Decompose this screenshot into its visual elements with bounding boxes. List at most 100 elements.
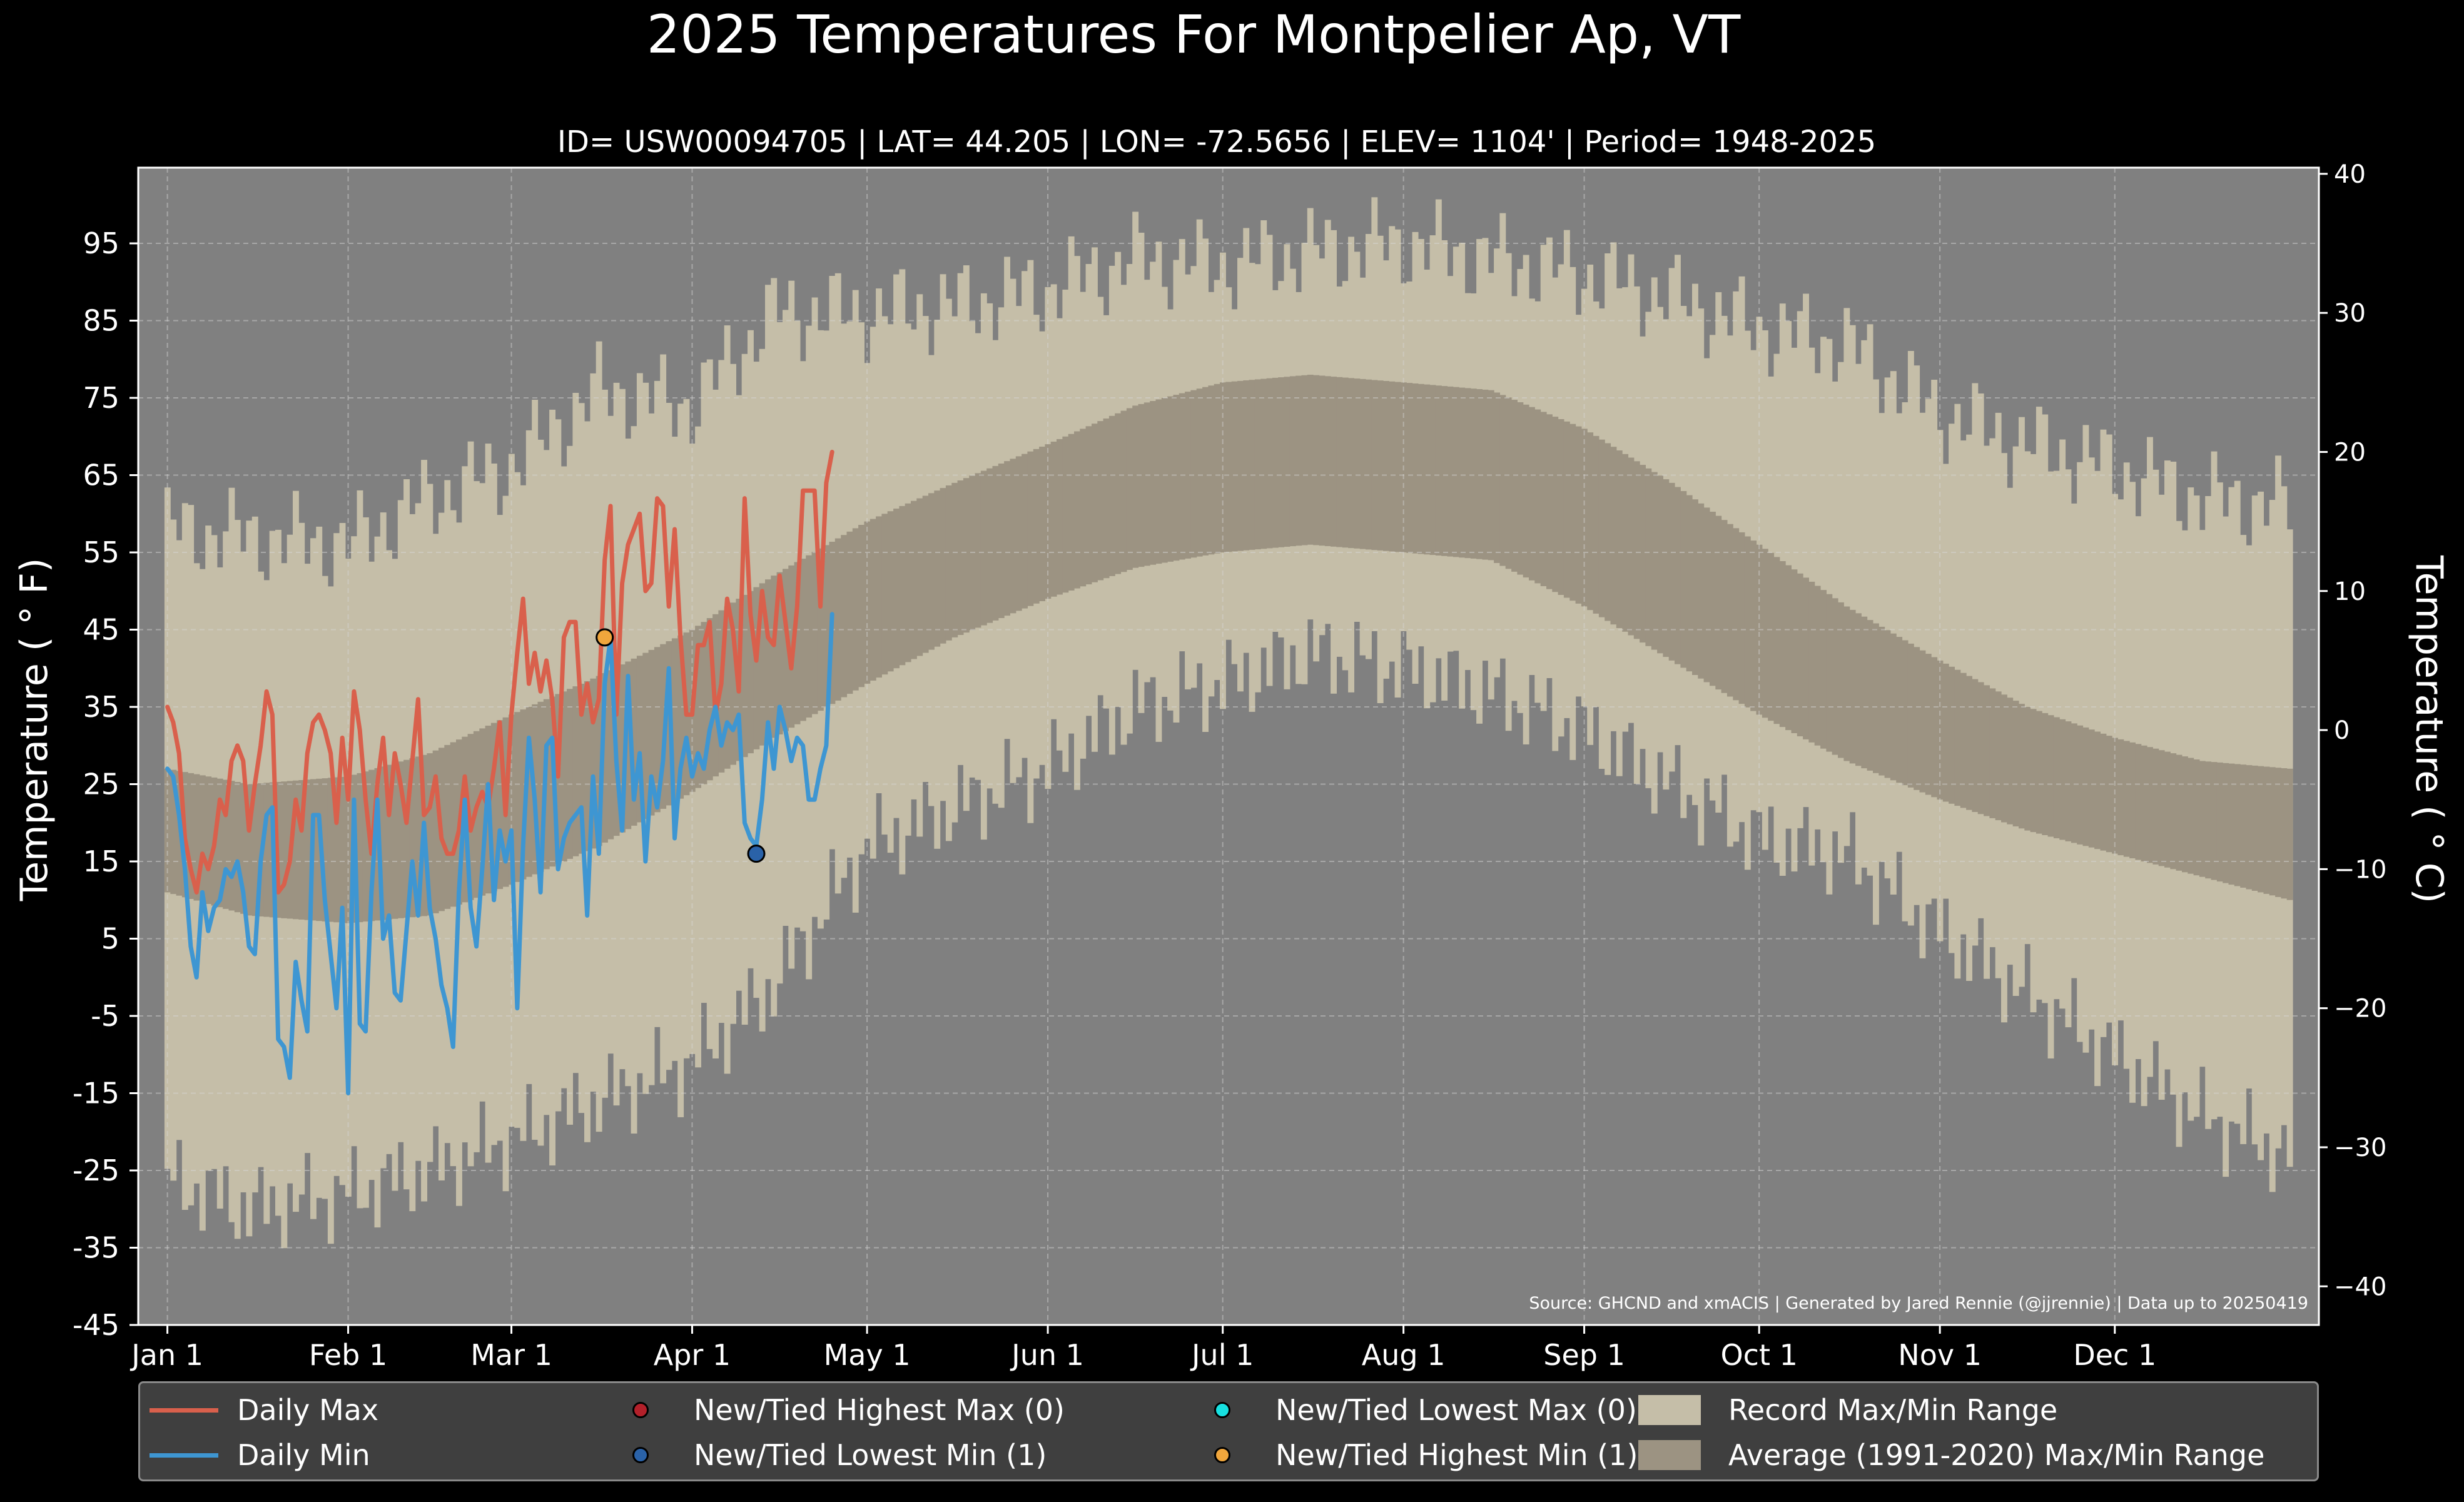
average-range-bar: [1628, 457, 1635, 636]
average-range-bar: [695, 626, 701, 788]
average-range-bar: [1890, 633, 1897, 781]
average-range-bar: [560, 691, 567, 861]
average-range-bar: [520, 709, 527, 880]
average-range-bar: [1517, 402, 1524, 575]
average-range-bar: [1383, 381, 1389, 551]
record-range-bar: [2036, 407, 2042, 1000]
average-range-bar: [1354, 378, 1361, 549]
average-range-bar: [1855, 613, 1862, 766]
average-range-bar: [858, 525, 864, 688]
x-tick-label: Oct 1: [1720, 1338, 1797, 1372]
average-range-bar: [899, 505, 906, 666]
record-range-bar: [2106, 434, 2112, 1023]
record-range-bar: [1803, 293, 1809, 808]
average-range-bar: [1377, 380, 1384, 551]
average-range-bar: [304, 779, 311, 920]
average-range-bar: [619, 664, 626, 833]
average-range-bar: [2228, 763, 2235, 885]
average-range-bar: [1651, 472, 1658, 650]
average-range-bar: [415, 756, 422, 917]
average-range-bar: [1972, 679, 1979, 812]
average-range-bar: [893, 509, 900, 669]
average-range-bar: [1324, 376, 1331, 546]
average-range-bar: [1266, 378, 1273, 549]
average-range-bar: [1873, 623, 1879, 773]
average-range-bar: [1949, 666, 1955, 804]
x-tick-label: Feb 1: [309, 1338, 387, 1372]
average-range-bar: [1173, 395, 1180, 561]
average-range-bar: [1050, 442, 1057, 597]
chart-title: 2025 Temperatures For Montpelier Ap, VT: [647, 4, 1741, 65]
average-range-bar: [1429, 385, 1436, 556]
legend-item-highest-max: New/Tied Highest Max (0): [606, 1388, 1065, 1432]
average-range-bar: [403, 759, 410, 918]
plot-area: -45 -35 -25 -15 -5 5 15 25 35 45 55 65 75 85 95 −40 −30 −…: [73, 160, 2387, 1372]
average-range-bar: [1435, 385, 1442, 556]
average-range-bar: [188, 773, 195, 899]
record-range-bar: [1861, 340, 1868, 868]
average-range-bar: [293, 780, 299, 920]
average-range-bar: [852, 528, 859, 691]
average-range-bar: [1657, 475, 1663, 654]
average-range-bar: [1744, 536, 1751, 708]
average-range-bar: [1225, 382, 1232, 552]
average-range-bar: [1243, 380, 1250, 551]
average-range-bar: [1849, 609, 1856, 764]
average-range-bar: [567, 689, 573, 859]
legend-label: Daily Min: [237, 1438, 370, 1472]
y-tick-label: -45: [73, 1308, 119, 1342]
average-range-bar: [1115, 413, 1122, 574]
average-range-bar: [2112, 738, 2118, 854]
average-range-bar: [1010, 459, 1017, 614]
average-range-bar: [1336, 377, 1343, 547]
average-range-bar: [1762, 549, 1768, 718]
average-range-bar: [1143, 402, 1150, 566]
average-range-bar: [590, 678, 597, 849]
average-range-bar: [1756, 544, 1763, 715]
average-range-bar: [1703, 507, 1710, 682]
average-range-bar: [1878, 626, 1885, 776]
average-range-bar: [2059, 719, 2066, 840]
average-range-bar: [1057, 439, 1063, 595]
average-range-bar: [380, 766, 387, 920]
y-tick-label-right: −10: [2334, 855, 2386, 884]
average-range-bar: [2053, 717, 2060, 838]
average-range-bar: [1686, 495, 1693, 672]
legend-rect-swatch: [1638, 1395, 1701, 1425]
average-range-bar: [2258, 766, 2264, 893]
average-range-bar: [869, 519, 876, 681]
average-range-bar: [1359, 378, 1366, 549]
average-range-bar: [2275, 768, 2281, 897]
y-tick-label-right: 10: [2334, 577, 2366, 606]
average-range-bar: [1896, 637, 1903, 783]
average-range-bar: [1569, 424, 1576, 601]
average-range-bar: [322, 778, 328, 921]
average-range-bar: [1453, 387, 1459, 557]
average-range-bar: [1698, 503, 1705, 679]
average-range-bar: [1488, 390, 1494, 561]
average-range-bar: [1406, 383, 1413, 553]
average-range-bar: [397, 761, 404, 918]
average-range-bar: [1593, 435, 1600, 614]
average-range-bar: [864, 521, 871, 684]
average-range-bar: [345, 776, 352, 923]
average-range-bar: [1068, 434, 1075, 591]
legend-rect-swatch: [1638, 1440, 1701, 1470]
average-range-bar: [497, 720, 504, 890]
average-range-bar: [1190, 390, 1197, 558]
average-range-bar: [1622, 454, 1629, 632]
average-range-bar: [2129, 742, 2136, 858]
average-range-bar: [1575, 426, 1582, 604]
average-range-bar: [2176, 754, 2183, 871]
average-range-bar: [1179, 393, 1185, 560]
record-range-bar: [1914, 365, 1920, 905]
average-range-bar: [427, 753, 433, 916]
average-range-bar: [555, 694, 562, 865]
average-range-bar: [671, 638, 678, 803]
average-range-bar: [1033, 449, 1040, 604]
average-range-bar: [911, 500, 917, 659]
record-range-bar: [1907, 351, 1914, 926]
legend-dot-swatch: [1214, 1402, 1230, 1418]
average-range-bar: [1861, 616, 1868, 769]
legend-item-record-range: Record Max/Min Range: [1638, 1388, 2057, 1432]
